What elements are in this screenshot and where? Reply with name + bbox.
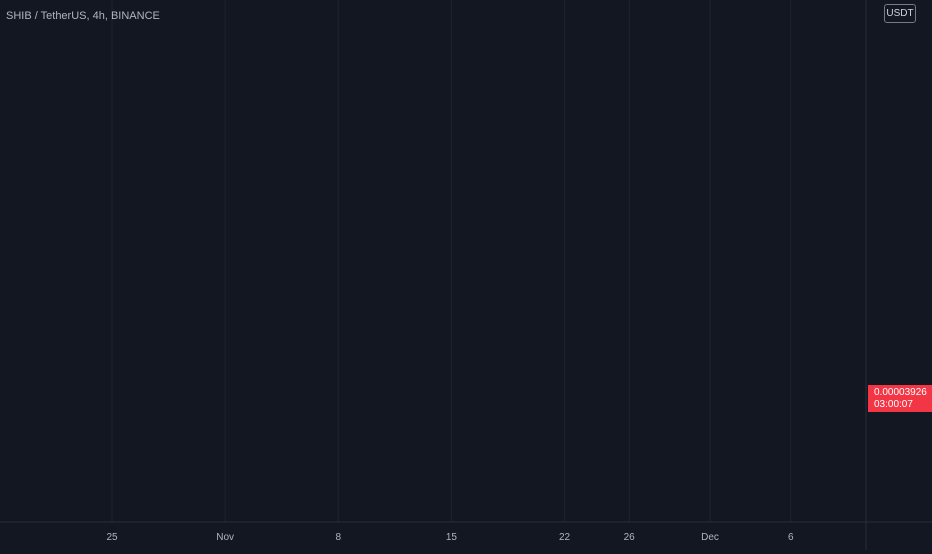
price-axis-bg: [866, 0, 932, 550]
currency-badge[interactable]: USDT: [884, 4, 916, 23]
time-tick-label: 22: [559, 532, 571, 543]
time-tick-label: 26: [624, 532, 636, 543]
bar-countdown: 03:00:07: [874, 399, 913, 410]
time-tick-label: Dec: [701, 532, 719, 543]
time-tick-label: 25: [106, 532, 118, 543]
time-axis-bg: [0, 522, 932, 550]
time-tick-label: Nov: [216, 532, 234, 543]
time-tick-label: 6: [788, 532, 794, 543]
last-price-tag: 0.00003926 03:00:07: [868, 385, 932, 412]
time-tick-label: 15: [446, 532, 458, 543]
last-price-value: 0.00003926: [874, 387, 927, 398]
time-tick-label: 8: [335, 532, 341, 543]
symbol-title: SHIB / TetherUS, 4h, BINANCE: [6, 10, 160, 22]
